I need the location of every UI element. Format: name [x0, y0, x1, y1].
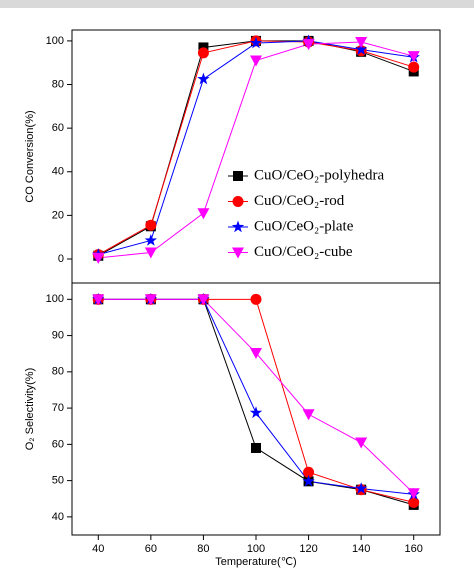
marker [407, 51, 420, 63]
y-axis-label: O₂ Selectivity(%) [24, 368, 36, 451]
marker [407, 488, 420, 500]
x-tick-label: 140 [352, 543, 370, 555]
legend-marker [233, 171, 243, 181]
marker [92, 294, 105, 306]
marker [250, 347, 262, 359]
marker [197, 294, 210, 306]
top-bar [0, 0, 474, 8]
series-line [98, 298, 414, 503]
marker [251, 442, 261, 453]
marker [302, 39, 315, 51]
y-tick-label: 40 [52, 166, 64, 178]
legend-label: CuO/CeO₂-cube [254, 244, 353, 260]
series-line [98, 298, 415, 494]
legend-marker [232, 247, 244, 259]
y-tick-label: 70 [52, 402, 64, 414]
marker [355, 36, 368, 48]
marker [355, 437, 368, 449]
marker [144, 233, 158, 246]
marker [250, 293, 262, 305]
series-line [98, 298, 414, 506]
x-axis-label: Temperature(℃) [215, 556, 296, 568]
marker [197, 72, 210, 85]
marker [250, 55, 262, 67]
x-tick-label: 80 [197, 543, 209, 555]
y-tick-label: 100 [46, 293, 64, 305]
x-tick-label: 60 [145, 543, 157, 555]
y-tick-label: 80 [52, 366, 64, 378]
y-tick-label: 20 [52, 209, 64, 221]
legend-label: CuO/CeO₂-polyhedra [254, 167, 385, 183]
marker [302, 474, 315, 487]
marker [92, 252, 105, 264]
marker [249, 36, 263, 49]
marker [354, 43, 368, 55]
legend-marker [231, 220, 245, 233]
marker [144, 294, 157, 306]
y-tick-label: 60 [52, 122, 64, 134]
marker [197, 47, 209, 59]
y-tick-label: 50 [52, 475, 64, 487]
marker [144, 247, 157, 259]
series-line [98, 298, 414, 495]
legend-marker [232, 196, 244, 207]
x-tick-label: 40 [92, 543, 104, 555]
marker [303, 466, 315, 478]
x-tick-label: 100 [247, 543, 265, 555]
marker [302, 409, 315, 421]
y-tick-label: 80 [52, 78, 64, 90]
x-tick-label: 120 [299, 543, 317, 555]
legend-label: CuO/CeO₂-rod [254, 193, 345, 209]
legend-label: CuO/CeO₂-plate [254, 218, 354, 234]
y-tick-label: 0 [58, 253, 64, 265]
marker [249, 406, 263, 419]
marker [354, 482, 368, 494]
marker [408, 496, 420, 508]
y-tick-label: 90 [52, 329, 64, 341]
marker [408, 61, 420, 73]
y-tick-label: 100 [46, 35, 64, 47]
x-tick-label: 160 [405, 543, 423, 555]
marker [145, 219, 157, 231]
marker [197, 208, 210, 220]
y-tick-label: 60 [52, 438, 64, 450]
y-axis-label: CO Conversion(%) [24, 110, 36, 202]
y-tick-label: 40 [52, 511, 64, 523]
